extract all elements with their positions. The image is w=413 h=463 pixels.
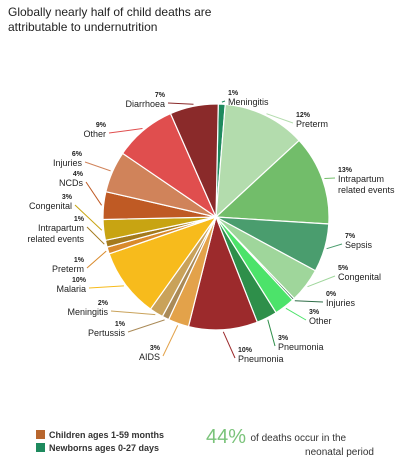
pie-slices xyxy=(102,103,330,331)
slice-percent-label: 5% xyxy=(338,265,349,272)
slice-name-label: Pneumonia xyxy=(278,342,324,352)
slice-percent-label: 1% xyxy=(115,321,126,328)
slice-percent-label: 9% xyxy=(96,122,107,129)
legend-item-newborns: Newborns ages 0-27 days xyxy=(36,441,164,454)
leader-line xyxy=(74,204,103,231)
slice-percent-label: 13% xyxy=(338,167,353,174)
slice-name-label: Intrapartum xyxy=(38,223,84,233)
slice-name-label: Injuries xyxy=(326,298,356,308)
leader-lines xyxy=(74,100,343,359)
slice-percent-label: 1% xyxy=(74,257,85,264)
slice-name-label: NCDs xyxy=(59,178,83,188)
slice-percent-label: 1% xyxy=(228,90,239,97)
slice-percent-label: 3% xyxy=(62,194,73,201)
slice-percent-label: 1% xyxy=(74,216,85,223)
leader-line xyxy=(266,113,294,124)
slice-percent-label: 3% xyxy=(278,335,289,342)
slice-name-label: Other xyxy=(83,129,106,139)
slice-name-label: Meningitis xyxy=(228,97,269,107)
slice-name-label: Congenital xyxy=(338,272,381,282)
legend: Children ages 1-59 months Newborns ages … xyxy=(36,428,164,454)
slice-percent-label: 6% xyxy=(72,151,83,158)
slice-name-label: Malaria xyxy=(56,284,86,294)
leader-line xyxy=(85,181,103,206)
leader-line xyxy=(294,300,324,303)
pie-slice-newborn-intrapartum-related-events xyxy=(214,139,330,225)
leader-line xyxy=(285,307,307,321)
leader-line xyxy=(222,331,236,359)
slice-name-label: Injuries xyxy=(53,158,83,168)
slice-name-label: Sepsis xyxy=(345,240,373,250)
slice-percent-label: 2% xyxy=(98,300,109,307)
legend-swatch-children xyxy=(36,430,45,439)
legend-item-children: Children ages 1-59 months xyxy=(36,428,164,441)
neonatal-callout: 44% of deaths occur in the neonatal peri… xyxy=(206,426,406,458)
slice-percent-label: 10% xyxy=(72,277,87,284)
callout-text-line2: neonatal period xyxy=(305,447,374,458)
leader-line xyxy=(307,275,336,288)
leader-line xyxy=(326,243,343,250)
slice-name-label: Meningitis xyxy=(67,307,108,317)
slice-percent-label: 10% xyxy=(238,347,253,354)
slice-name-label: Preterm xyxy=(296,119,328,129)
slice-percent-label: 7% xyxy=(155,92,166,99)
leader-line xyxy=(110,310,156,316)
leader-line xyxy=(86,250,107,269)
leader-line xyxy=(84,161,111,172)
slice-percent-label: 3% xyxy=(150,345,161,352)
callout-percent: 44% xyxy=(206,426,247,448)
slice-percent-label: 3% xyxy=(309,309,320,316)
slice-name-label: related events xyxy=(338,185,395,195)
legend-label-children: Children ages 1-59 months xyxy=(49,429,165,440)
slice-percent-label: 12% xyxy=(296,112,311,119)
pie-slice-newborn-preterm xyxy=(215,103,300,219)
slice-name-label: related events xyxy=(27,234,84,244)
leader-line xyxy=(88,285,124,289)
slice-name-label: Diarrhoea xyxy=(125,99,165,109)
slice-name-label: Congenital xyxy=(29,201,72,211)
pie-slice-child-diarrhoea xyxy=(169,103,219,218)
leader-line xyxy=(108,128,143,134)
slice-name-label: Preterm xyxy=(52,264,84,274)
slice-name-label: Pertussis xyxy=(88,328,126,338)
slice-name-label: AIDS xyxy=(139,352,160,362)
leader-line xyxy=(162,325,179,357)
slice-name-label: Intrapartum xyxy=(338,174,384,184)
leader-line xyxy=(267,319,276,347)
leader-line xyxy=(86,226,105,245)
chart-title: Globally nearly half of child deaths are… xyxy=(8,5,212,34)
slice-name-label: Pneumonia xyxy=(238,354,284,364)
slice-percent-label: 0% xyxy=(326,291,337,298)
leader-line xyxy=(127,319,165,333)
slice-percent-label: 7% xyxy=(345,233,356,240)
callout-text-line1: of deaths occur in the xyxy=(250,433,347,444)
leader-line xyxy=(221,100,226,103)
leader-line xyxy=(324,177,336,179)
legend-swatch-newborns xyxy=(36,443,45,452)
legend-label-newborns: Newborns ages 0-27 days xyxy=(49,442,160,453)
slice-percent-label: 4% xyxy=(73,171,84,178)
slice-name-label: Other xyxy=(309,316,332,326)
leader-line xyxy=(167,102,194,105)
slice-labels: 1%Meningitis12%Preterm13%Intrapartumrela… xyxy=(27,90,395,364)
